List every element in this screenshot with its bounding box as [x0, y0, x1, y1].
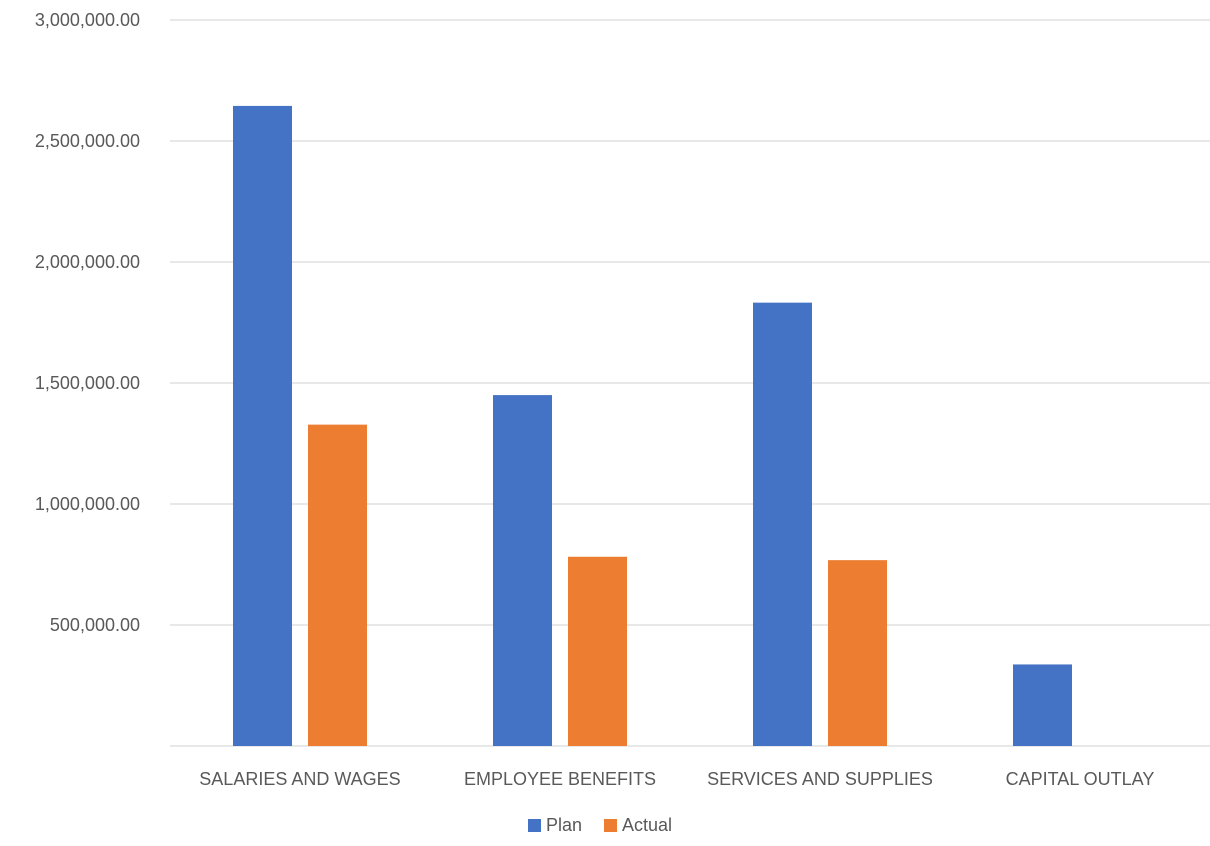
y-tick-label: 3,000,000.00: [35, 10, 140, 30]
x-axis-category-labels: SALARIES AND WAGES EMPLOYEE BENEFITS SERVI…: [199, 769, 1154, 789]
y-tick-label: 2,500,000.00: [35, 131, 140, 151]
bars: [233, 105, 1072, 746]
x-category-label: CAPITAL OUTLAY: [1006, 769, 1155, 789]
legend-swatch-plan: [528, 819, 541, 832]
legend-swatch-actual: [604, 819, 617, 832]
x-category-label: SERVICES AND SUPPLIES: [707, 769, 933, 789]
legend: Plan Actual: [528, 815, 672, 835]
bar-plan-0: [233, 105, 292, 746]
y-axis-tick-labels: 500,000.00 1,000,000.00 1,500,000.00 2,000,…: [35, 10, 140, 635]
y-tick-label: 1,500,000.00: [35, 373, 140, 393]
bar-actual-2: [828, 560, 887, 746]
legend-label-plan: Plan: [546, 815, 582, 835]
y-tick-label: 500,000.00: [50, 615, 140, 635]
x-category-label: SALARIES AND WAGES: [199, 769, 400, 789]
bar-plan-3: [1013, 664, 1072, 746]
bar-actual-1: [568, 556, 627, 746]
x-category-label: EMPLOYEE BENEFITS: [464, 769, 656, 789]
bar-plan-1: [493, 395, 552, 746]
y-tick-label: 2,000,000.00: [35, 252, 140, 272]
bar-actual-0: [308, 424, 367, 746]
legend-label-actual: Actual: [622, 815, 672, 835]
bar-plan-2: [753, 302, 812, 746]
y-tick-label: 1,000,000.00: [35, 494, 140, 514]
